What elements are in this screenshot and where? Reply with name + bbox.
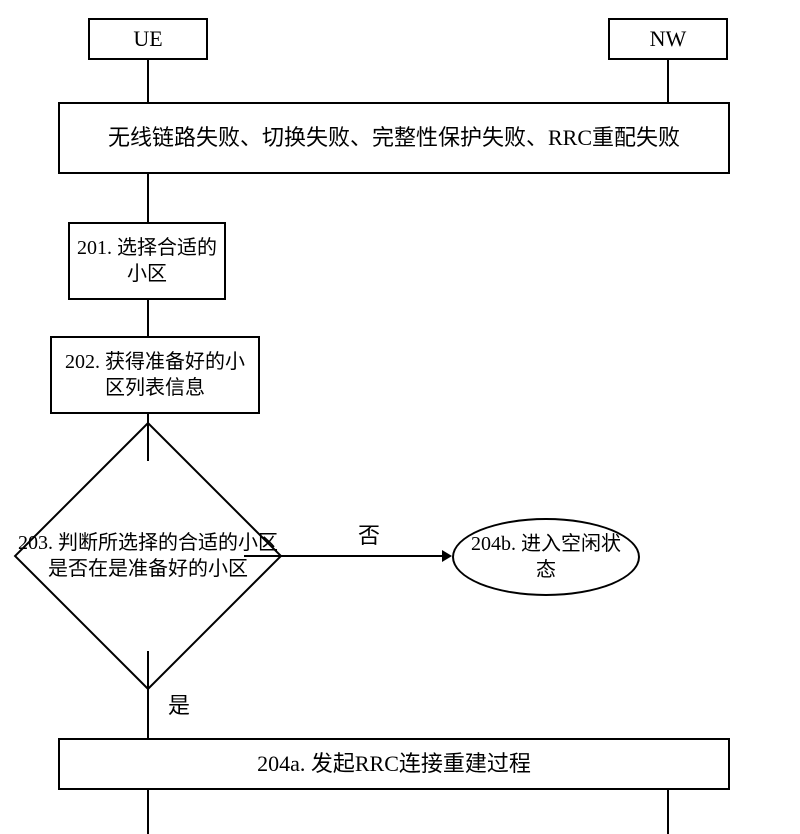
step-204a-box: 204a. 发起RRC连接重建过程 [58, 738, 730, 790]
nw-header-label: NW [650, 25, 687, 54]
step-204b-label: 204b. 进入空闲状态 [454, 531, 638, 583]
nw-lifeline-bottom [667, 790, 669, 834]
step-201-box: 201. 选择合适的小区 [68, 222, 226, 300]
line-201-202 [147, 300, 149, 336]
nw-header-box: NW [608, 18, 728, 60]
ue-header-label: UE [133, 25, 162, 54]
ue-header-box: UE [88, 18, 208, 60]
step-202-box: 202. 获得准备好的小区列表信息 [50, 336, 260, 414]
flowchart-canvas: UE NW 无线链路失败、切换失败、完整性保护失败、RRC重配失败 201. 选… [0, 0, 800, 834]
branch-yes-label: 是 [168, 688, 190, 720]
ue-lifeline-top [147, 60, 149, 102]
branch-no-label: 否 [358, 518, 380, 550]
line-trigger-201 [147, 174, 149, 222]
step-204b-ellipse: 204b. 进入空闲状态 [452, 518, 640, 596]
nw-lifeline-top [667, 60, 669, 102]
step-201-label: 201. 选择合适的小区 [74, 235, 220, 287]
decision-203-label: 203. 判断所选择的合适的小区是否在是准备好的小区 [15, 530, 281, 582]
step-202-label: 202. 获得准备好的小区列表信息 [56, 349, 254, 401]
trigger-box: 无线链路失败、切换失败、完整性保护失败、RRC重配失败 [58, 102, 730, 174]
decision-203: 203. 判断所选择的合适的小区是否在是准备好的小区 [53, 461, 243, 651]
arrow-203-204b [442, 550, 452, 562]
step-204a-label: 204a. 发起RRC连接重建过程 [257, 750, 531, 779]
ue-lifeline-bottom [147, 790, 149, 834]
trigger-label: 无线链路失败、切换失败、完整性保护失败、RRC重配失败 [108, 124, 680, 153]
line-203-204a [147, 651, 149, 738]
line-203-204b [244, 555, 444, 557]
